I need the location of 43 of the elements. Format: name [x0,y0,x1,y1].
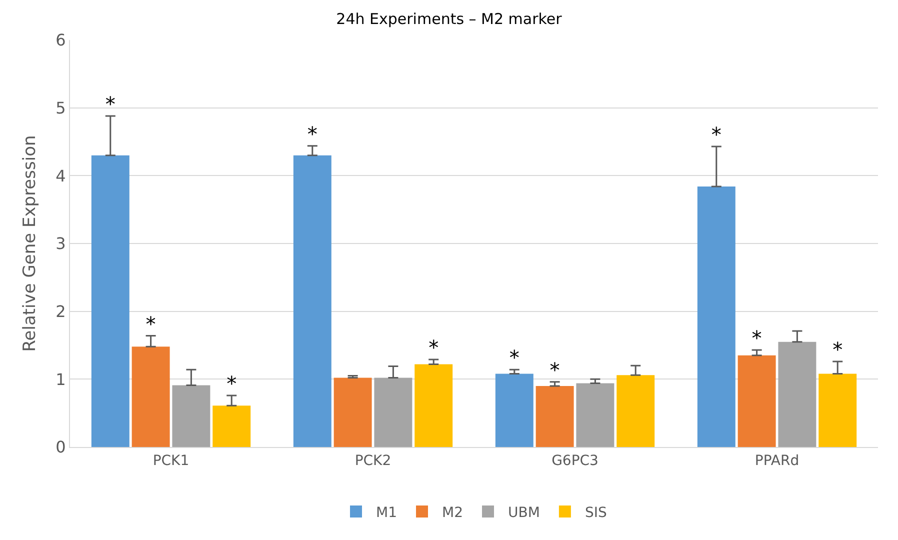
data-label: * [307,122,318,146]
bar [414,364,453,447]
legend-label: M2 [442,504,463,521]
legend-label: M1 [376,504,397,521]
data-label: * [509,346,520,370]
y-tick-label: 3 [56,234,66,254]
bar [212,406,251,447]
legend-label: UBM [508,504,540,521]
bar [91,155,130,447]
data-label: * [832,338,843,362]
bar [576,383,614,447]
y-tick-label: 2 [56,302,66,321]
data-label: * [226,371,237,396]
y-tick-label: 4 [56,166,66,186]
y-axis-title: Relative Gene Expression [20,135,40,352]
bar [172,385,210,447]
bar [495,374,534,447]
bar [697,186,736,447]
bar [334,378,372,447]
bar [536,386,574,447]
bar [293,155,332,447]
data-label: * [146,312,156,336]
x-tick-label: PPARd [754,452,800,469]
bar [616,375,655,447]
y-tick-label: 0 [56,438,66,457]
legend-label: SIS [584,504,607,521]
bar [778,342,816,447]
bar [132,346,170,447]
bar [738,355,776,447]
y-tick-label: 6 [56,30,66,50]
x-tick-label: PCK2 [354,452,392,469]
chart-title: 24h Experiments – M2 marker [336,10,563,28]
bar [374,378,412,447]
data-label: * [550,358,560,382]
data-label: * [752,326,762,350]
data-label: * [105,92,116,116]
x-tick-label: PCK1 [152,452,190,469]
y-tick-label: 1 [56,370,66,389]
y-tick-label: 5 [56,98,66,118]
data-label: * [711,122,722,146]
bar [818,374,857,447]
data-label: * [428,336,439,360]
x-tick-label: G6PC3 [552,452,598,469]
